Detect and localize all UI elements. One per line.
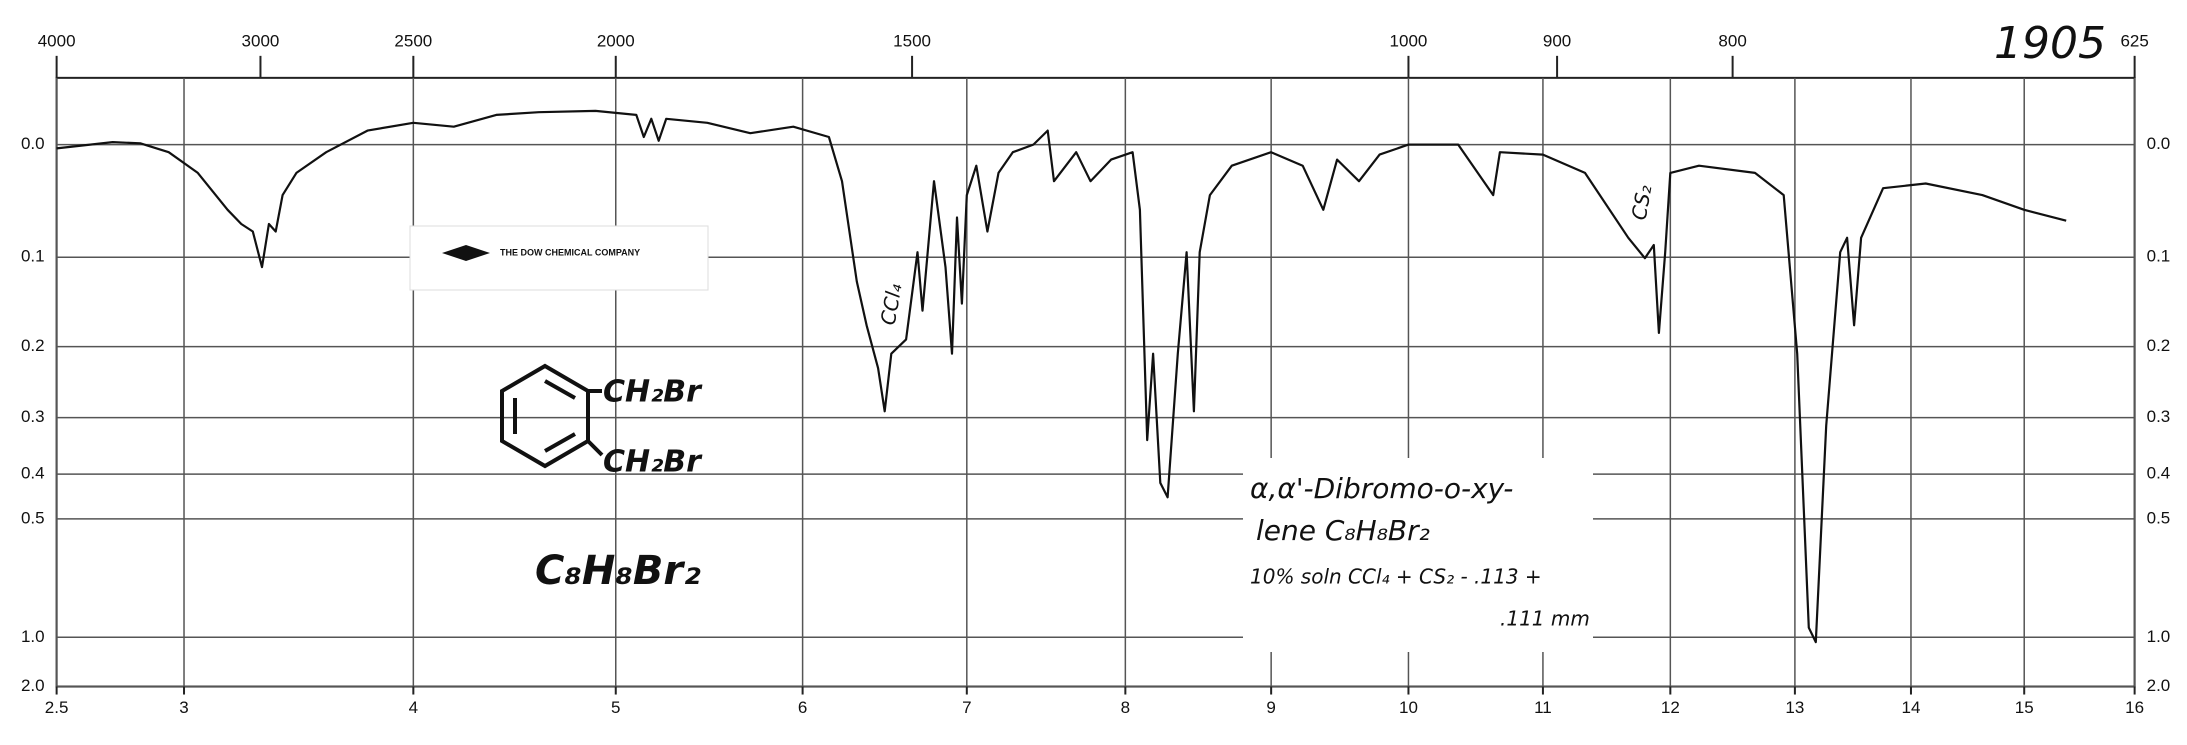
x-tick-label: 16 xyxy=(2125,698,2144,717)
x-tick-label: 11 xyxy=(1534,698,1552,717)
x2-tick-label: 900 xyxy=(1543,31,1571,50)
x-tick-label: 6 xyxy=(798,698,807,717)
note-box xyxy=(1243,458,1593,652)
band-label: CS₂ xyxy=(1627,183,1657,222)
x2-tick-label: 1500 xyxy=(893,31,931,50)
x-tick-label: 7 xyxy=(962,698,971,717)
x-tick-label: 8 xyxy=(1121,698,1130,717)
x2-tick-label: 1000 xyxy=(1390,31,1428,50)
x-tick-label: 5 xyxy=(611,698,620,717)
company-name: THE DOW CHEMICAL COMPANY xyxy=(500,247,640,257)
y-tick-label-right: 0.2 xyxy=(2147,336,2171,355)
y-tick-label: 0.0 xyxy=(21,134,45,153)
y-tick-label: 0.3 xyxy=(21,407,45,426)
x2-tick-label: 2500 xyxy=(394,31,432,50)
x2-tick-label: 2000 xyxy=(597,31,635,50)
y-tick-label: 0.2 xyxy=(21,336,45,355)
spectrum-line xyxy=(56,109,2067,644)
y-tick-label: 1.0 xyxy=(21,627,45,646)
x-tick-label: 4 xyxy=(409,698,418,717)
y-tick-label-right: 2.0 xyxy=(2147,676,2171,695)
note-line: .111 mm xyxy=(1500,607,1590,631)
y-tick-label: 2.0 xyxy=(21,676,45,695)
y-tick-label: 0.5 xyxy=(21,508,45,527)
formula: C₈H₈Br₂ xyxy=(535,548,701,594)
structure-label: CH₂Br xyxy=(603,375,703,410)
y-tick-label-right: 0.1 xyxy=(2147,247,2171,266)
x-tick-label: 9 xyxy=(1266,698,1275,717)
y-tick-label-right: 1.0 xyxy=(2147,627,2171,646)
x-tick-label: 15 xyxy=(2015,698,2034,717)
y-tick-label-right: 0.4 xyxy=(2147,464,2171,483)
structure xyxy=(500,363,604,469)
x2-tick-label: 625 xyxy=(2120,31,2148,50)
double-bond xyxy=(544,432,576,453)
x-tick-label: 3 xyxy=(179,698,188,717)
y-tick-label-right: 0.0 xyxy=(2147,134,2171,153)
note-line: α,α'-Dibromo-o-xy- xyxy=(1250,472,1513,505)
logo-diamond xyxy=(442,245,490,261)
x-tick-label: 14 xyxy=(1902,698,1921,717)
bond xyxy=(586,439,604,457)
x-tick-label: 12 xyxy=(1661,698,1680,717)
y-tick-label: 0.1 xyxy=(21,247,45,266)
company-logo: THE DOW CHEMICAL COMPANY xyxy=(409,225,709,291)
x2-tick-label: 3000 xyxy=(242,31,280,50)
note-line: 10% soln CCl₄ + CS₂ - .113 + xyxy=(1250,565,1542,589)
y-tick-label: 0.4 xyxy=(21,464,45,483)
note-line: lene C₈H₈Br₂ xyxy=(1256,514,1430,547)
logo-box xyxy=(409,225,709,291)
sample-note: α,α'-Dibromo-o-xy- lene C₈H₈Br₂ 10% soln… xyxy=(1243,458,1593,652)
double-bond xyxy=(544,379,576,400)
structure-label: CH₂Br xyxy=(603,445,703,480)
y-tick-label-right: 0.5 xyxy=(2147,508,2171,527)
y-tick-label-right: 0.3 xyxy=(2147,407,2171,426)
x2-tick-label: 4000 xyxy=(38,31,76,50)
x-tick-label: 10 xyxy=(1399,698,1418,717)
spectrum-number: 1905 xyxy=(1994,18,2106,69)
x2-tick-label: 800 xyxy=(1718,31,1746,50)
x-tick-label: 13 xyxy=(1785,698,1804,717)
x-tick-label: 2.5 xyxy=(45,698,69,717)
